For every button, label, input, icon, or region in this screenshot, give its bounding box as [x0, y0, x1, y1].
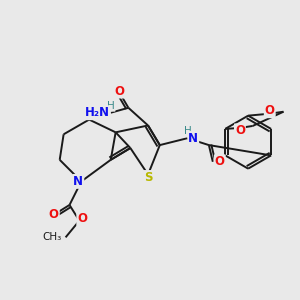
Text: H: H [184, 126, 192, 136]
Text: H: H [107, 101, 115, 111]
Text: O: O [115, 85, 124, 98]
Text: H₂N: H₂N [85, 106, 110, 119]
Text: N: N [74, 175, 83, 188]
Text: O: O [77, 212, 87, 225]
Text: O: O [235, 124, 245, 137]
Text: CH₃: CH₃ [42, 232, 62, 242]
Text: O: O [49, 208, 59, 221]
Text: S: S [144, 171, 152, 184]
Text: N: N [188, 132, 198, 145]
Text: O: O [215, 155, 225, 168]
Text: O: O [265, 104, 275, 117]
